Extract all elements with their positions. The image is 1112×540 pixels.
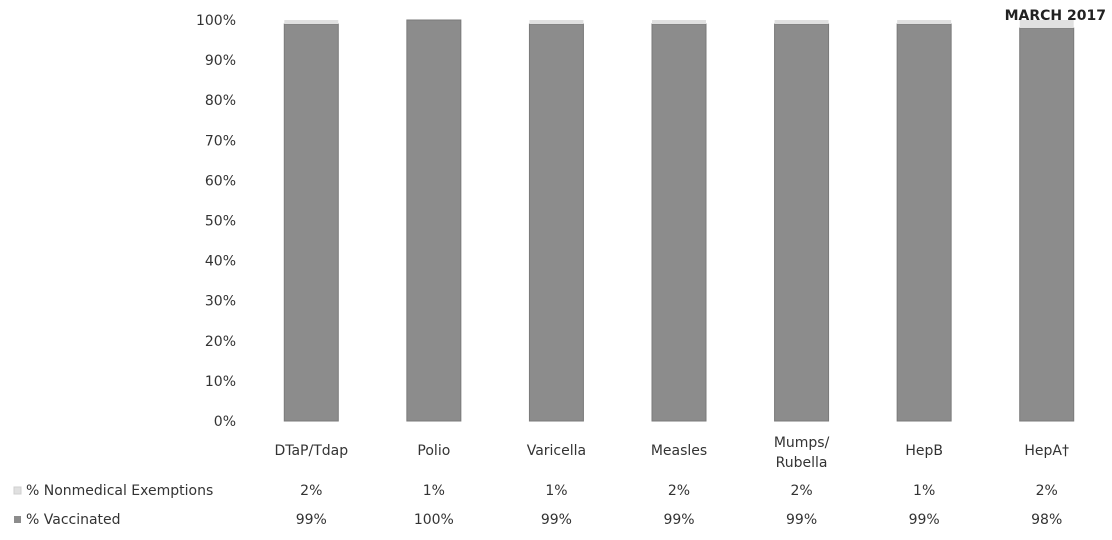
- data-label: 99%: [541, 512, 572, 528]
- legend-swatch: [14, 516, 21, 523]
- y-axis: 0% 10% 20% 30% 40% 50% 60% 70% 80% 90% 100%: [196, 13, 236, 430]
- x-category-label: Mumps/Rubella: [774, 435, 830, 471]
- x-axis: DTaP/Tdap Polio Varicella Measles Mumps/Rube…: [274, 435, 1069, 471]
- legend-swatch: [13, 486, 22, 495]
- bar-vaccinated: [896, 23, 952, 422]
- x-category-label: Measles: [651, 443, 707, 459]
- data-label: 2%: [668, 483, 690, 499]
- x-category-label: DTaP/Tdap: [274, 443, 348, 459]
- bar-vaccinated: [651, 23, 707, 422]
- y-tick-label: 100%: [196, 13, 236, 29]
- data-label: 99%: [909, 512, 940, 528]
- x-category-label: Varicella: [527, 443, 586, 459]
- y-tick-label: 90%: [205, 53, 236, 69]
- x-category-label: HepB: [905, 443, 943, 459]
- bar-plot-area: [283, 19, 1075, 422]
- y-tick-label: 10%: [205, 374, 236, 390]
- y-tick-label: 60%: [205, 173, 236, 189]
- data-label: 99%: [786, 512, 817, 528]
- bar-nonmedical-exemptions: [529, 20, 584, 25]
- bar-nonmedical-exemptions: [897, 20, 952, 25]
- legend-nonmedical-exemptions: % Nonmedical Exemptions: [26, 483, 213, 499]
- bar-vaccinated: [774, 23, 830, 422]
- data-label: 1%: [545, 483, 567, 499]
- data-label: 2%: [1036, 483, 1058, 499]
- data-label: 2%: [300, 483, 322, 499]
- y-tick-label: 50%: [205, 214, 236, 230]
- bar-vaccinated: [406, 19, 462, 422]
- y-tick-label: 0%: [214, 414, 236, 430]
- bar-vaccinated: [283, 23, 339, 422]
- bar-nonmedical-exemptions: [1019, 20, 1074, 29]
- y-tick-label: 80%: [205, 93, 236, 109]
- data-label: 1%: [913, 483, 935, 499]
- bar-vaccinated: [528, 23, 584, 422]
- bar-nonmedical-exemptions: [774, 20, 829, 25]
- data-label: 1%: [423, 483, 445, 499]
- data-label: 2%: [790, 483, 812, 499]
- y-tick-label: 70%: [205, 133, 236, 149]
- x-category-label: Polio: [417, 443, 450, 459]
- data-label: 99%: [663, 512, 694, 528]
- bar-vaccinated: [1019, 27, 1075, 422]
- y-tick-label: 40%: [205, 254, 236, 270]
- y-tick-label: 20%: [205, 334, 236, 350]
- bar-nonmedical-exemptions: [284, 20, 339, 25]
- y-tick-label: 30%: [205, 294, 236, 310]
- bar-nonmedical-exemptions: [652, 20, 706, 25]
- data-label: 99%: [296, 512, 327, 528]
- x-category-label: HepA†: [1024, 443, 1069, 459]
- data-table: % Nonmedical Exemptions 2% 1% 1% 2% 2% 1% 2% % V…: [13, 483, 1062, 528]
- data-label: 98%: [1031, 512, 1062, 528]
- data-label: 100%: [414, 512, 454, 528]
- legend-vaccinated: % Vaccinated: [26, 512, 121, 528]
